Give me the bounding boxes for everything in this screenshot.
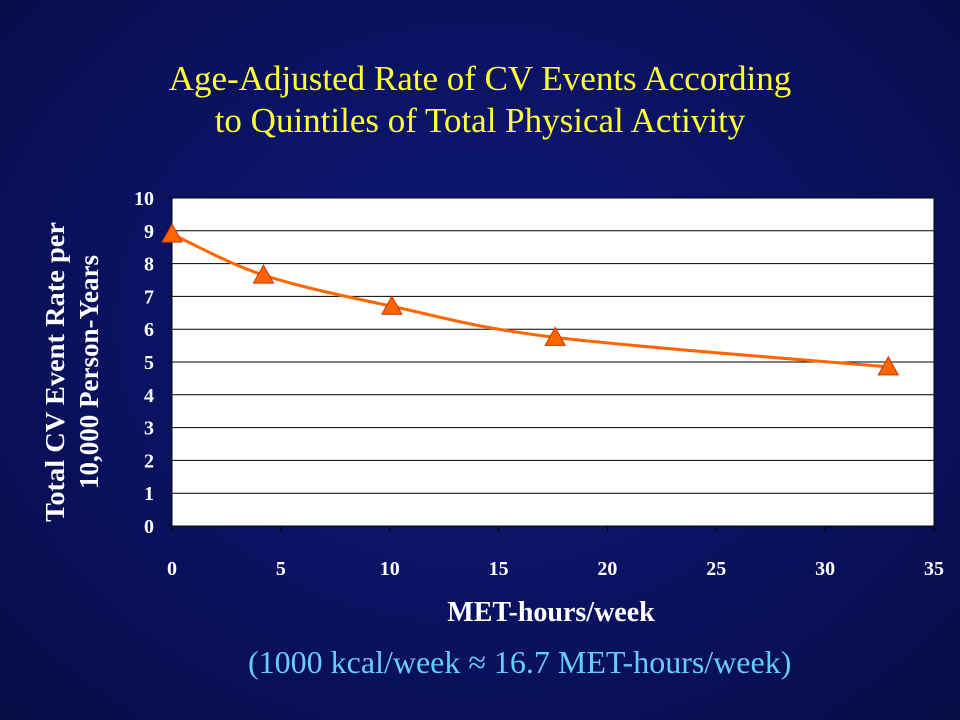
y-tick-label: 3 — [144, 418, 154, 440]
y-tick-label: 9 — [144, 221, 154, 243]
conversion-note: (1000 kcal/week ≈ 16.7 MET-hours/week) — [248, 644, 792, 680]
y-tick-label: 0 — [144, 516, 154, 538]
x-axis-label: MET-hours/week — [447, 597, 655, 628]
data-point-triangle — [381, 295, 403, 315]
x-tick-label: 20 — [597, 558, 617, 580]
y-tick-label: 7 — [144, 286, 154, 308]
title-line-1: Age-Adjusted Rate of CV Events According — [168, 59, 792, 98]
gridlines — [172, 197, 934, 494]
x-tick-label: 0 — [167, 558, 177, 580]
x-tick-label: 15 — [489, 558, 509, 580]
data-point-triangle — [252, 264, 275, 284]
data-point-triangle — [161, 223, 183, 243]
y-axis-label-line-2: 10,000 Person-Years — [74, 255, 104, 489]
y-axis-ticks: 0 1 2 3 4 5 6 7 8 9 10 — [134, 188, 172, 538]
data-point-triangle — [877, 355, 900, 376]
series-trendline — [171, 232, 889, 369]
x-tick-label: 5 — [276, 558, 286, 580]
slide-title: Age-Adjusted Rate of CV Events According… — [0, 58, 960, 142]
y-tick-label: 5 — [144, 352, 154, 374]
x-axis-ticks: 0 5 10 15 20 25 30 35 — [167, 526, 944, 580]
x-tick-label: 30 — [815, 558, 835, 580]
x-tick-label: 35 — [924, 558, 944, 580]
y-tick-label: 10 — [134, 188, 154, 210]
chart: 0 1 2 3 4 5 6 7 8 9 10 0 5 10 15 20 25 30 35 Total CV Eve… — [40, 188, 944, 628]
y-tick-label: 1 — [144, 483, 154, 505]
x-tick-label: 10 — [380, 558, 400, 580]
series-points — [161, 223, 900, 376]
y-axis-label-line-1: Total CV Event Rate per — [40, 222, 70, 522]
x-tick-label: 25 — [706, 558, 726, 580]
data-point-triangle — [544, 326, 567, 346]
y-tick-label: 6 — [144, 319, 154, 341]
y-tick-label: 2 — [144, 450, 154, 472]
y-tick-label: 4 — [144, 385, 154, 407]
title-line-2: to Quintiles of Total Physical Activity — [214, 101, 746, 140]
y-tick-label: 8 — [144, 254, 154, 276]
